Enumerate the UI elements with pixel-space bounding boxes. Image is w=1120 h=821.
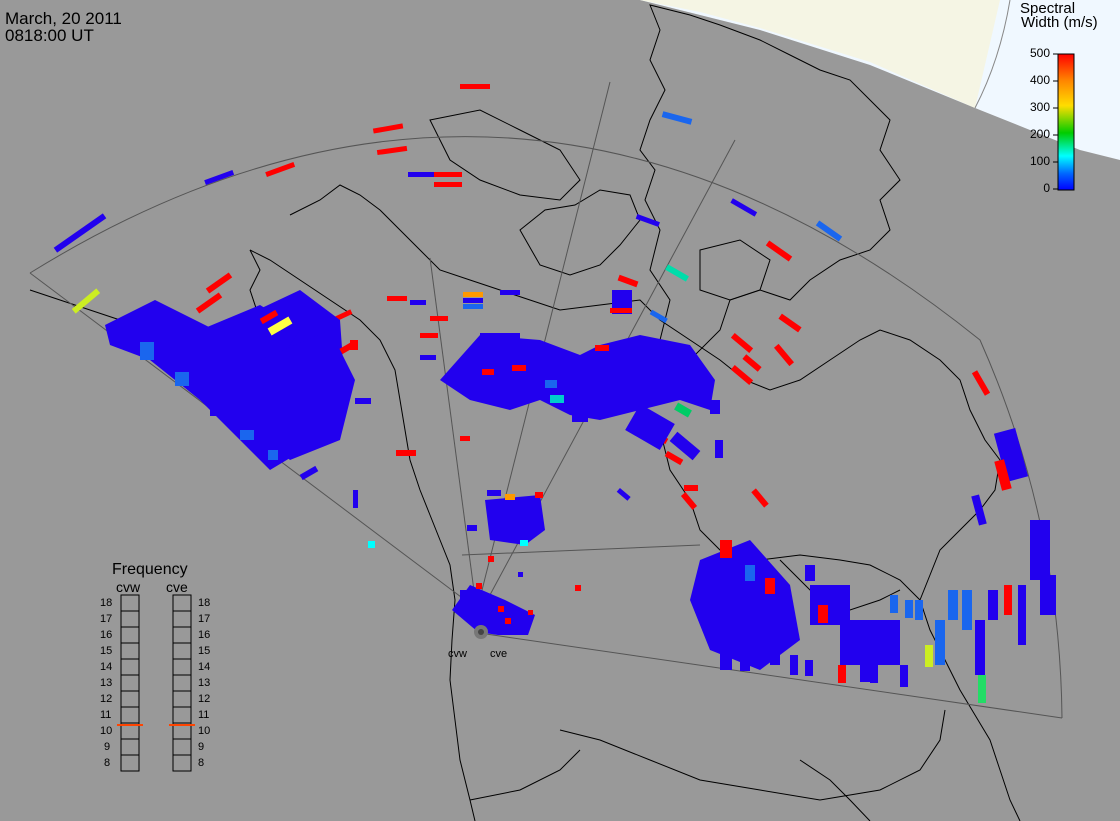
freq-tick-left: 11 (100, 709, 112, 721)
time-label: 0818:00 UT (5, 26, 94, 45)
freq-tick-left: 16 (100, 629, 113, 641)
frequency-title: Frequency (112, 561, 188, 578)
freq-tick-right: 16 (198, 629, 211, 641)
freq-tick-left: 15 (100, 645, 113, 657)
colorbar-tick: 200 (1029, 127, 1050, 141)
freq-tick-left: 9 (104, 741, 111, 753)
freq-tick-right: 18 (198, 597, 211, 609)
colorbar-tick: 400 (1029, 73, 1050, 87)
freq-tick-left: 10 (100, 725, 113, 737)
terminator-band (640, 0, 1000, 108)
date-label: March, 20 2011 (5, 9, 122, 28)
colorbar-tick: 500 (1029, 46, 1050, 60)
scatter-cells (53, 84, 991, 591)
mid-cluster (467, 490, 545, 546)
radar-sites (474, 625, 488, 639)
colorbar-ticklines (1053, 53, 1058, 190)
freq-tick-left: 18 (100, 597, 113, 609)
near-radar-cluster (452, 556, 535, 635)
frequency-radar-cvw: cvw (116, 579, 141, 595)
frequency-gridlines (121, 610, 191, 756)
radar-site-label-cvw: cvw (448, 648, 467, 660)
colorbar-title: Spectral (1020, 0, 1076, 17)
frequency-boxes (120, 594, 192, 772)
freq-tick-right: 14 (198, 661, 211, 673)
daylight-region (640, 0, 1120, 160)
freq-tick-right: 8 (198, 757, 205, 769)
freq-tick-right: 12 (198, 693, 211, 705)
terminator-line (974, 0, 1011, 109)
colorbar-tick: 0 (1043, 181, 1050, 195)
freq-tick-left: 14 (100, 661, 113, 673)
frequency-radar-cve: cve (166, 579, 188, 595)
freq-tick-left: 13 (100, 677, 113, 689)
freq-tick-left: 8 (104, 757, 111, 769)
freq-tick-right: 17 (198, 613, 211, 625)
freq-tick-right: 11 (198, 709, 210, 721)
freq-tick-right: 10 (198, 725, 211, 737)
freq-tick-left: 17 (100, 613, 113, 625)
western-cluster (105, 290, 416, 481)
coastlines (29, 4, 1021, 821)
freq-tick-right: 15 (198, 645, 211, 657)
radar-site-label-cve: cve (490, 648, 508, 660)
freq-tick-right: 13 (198, 677, 211, 689)
colorbar-gradient (1057, 53, 1075, 191)
freq-tick-right: 9 (198, 741, 205, 753)
central-cluster (440, 333, 723, 491)
eastern-cluster (690, 428, 1056, 703)
colorbar-tick: 300 (1029, 100, 1050, 114)
colorbar-tick: 100 (1029, 154, 1050, 168)
freq-tick-left: 12 (100, 693, 113, 705)
colorbar-unit: Width (m/s) (1021, 14, 1098, 31)
